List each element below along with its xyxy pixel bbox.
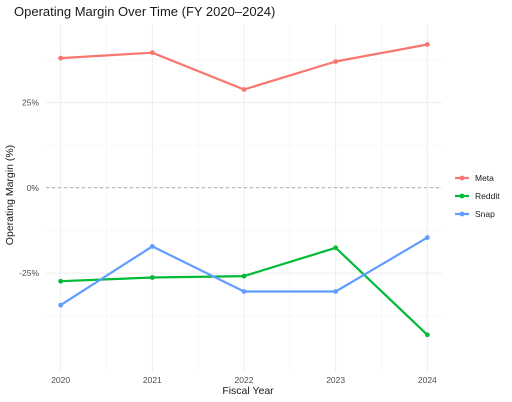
data-point-reddit	[241, 273, 247, 279]
data-point-snap	[333, 289, 339, 294]
y-tick-label: -25%	[19, 268, 39, 278]
legend-label-snap: Snap	[475, 209, 495, 219]
x-axis-title: Fiscal Year	[222, 385, 274, 397]
data-point-snap	[149, 244, 155, 249]
legend-key-point-meta	[459, 175, 465, 181]
legend-item-snap: Snap	[455, 209, 495, 219]
data-point-meta	[333, 59, 339, 64]
chart-title: Operating Margin Over Time (FY 2020–2024…	[14, 4, 275, 19]
y-tick-label: 0%	[27, 183, 40, 193]
legend-label-reddit: Reddit	[475, 191, 500, 201]
x-tick-label: 2021	[143, 375, 162, 385]
legend-key-point-reddit	[459, 193, 465, 199]
y-axis: -25% 0% 25%	[19, 97, 39, 278]
legend-key-point-snap	[459, 211, 465, 217]
x-tick-label: 2020	[51, 375, 70, 385]
x-axis: 2020 2021 2022 2023 2024	[51, 375, 437, 385]
data-point-reddit	[149, 275, 155, 280]
data-point-reddit	[424, 332, 430, 338]
data-point-reddit	[333, 245, 339, 251]
data-point-reddit	[58, 278, 64, 284]
grid	[46, 24, 442, 372]
series-snap	[58, 235, 430, 308]
series-layer	[58, 42, 430, 338]
legend-item-meta: Meta	[455, 173, 494, 183]
series-meta	[58, 42, 430, 92]
data-point-snap	[424, 235, 430, 240]
data-point-snap	[58, 302, 64, 308]
data-point-meta	[424, 42, 430, 47]
data-point-meta	[241, 87, 247, 92]
legend: Meta Reddit Snap	[455, 173, 500, 219]
y-axis-title: Operating Margin (%)	[4, 145, 16, 245]
x-tick-label: 2023	[326, 375, 345, 385]
x-tick-label: 2022	[235, 375, 254, 385]
legend-item-reddit: Reddit	[455, 191, 500, 201]
data-point-meta	[58, 55, 64, 61]
series-reddit	[58, 245, 430, 338]
legend-label-meta: Meta	[475, 173, 494, 183]
data-point-snap	[241, 289, 247, 294]
x-tick-label: 2024	[418, 375, 437, 385]
y-tick-label: 25%	[22, 97, 39, 107]
data-point-meta	[149, 50, 155, 56]
